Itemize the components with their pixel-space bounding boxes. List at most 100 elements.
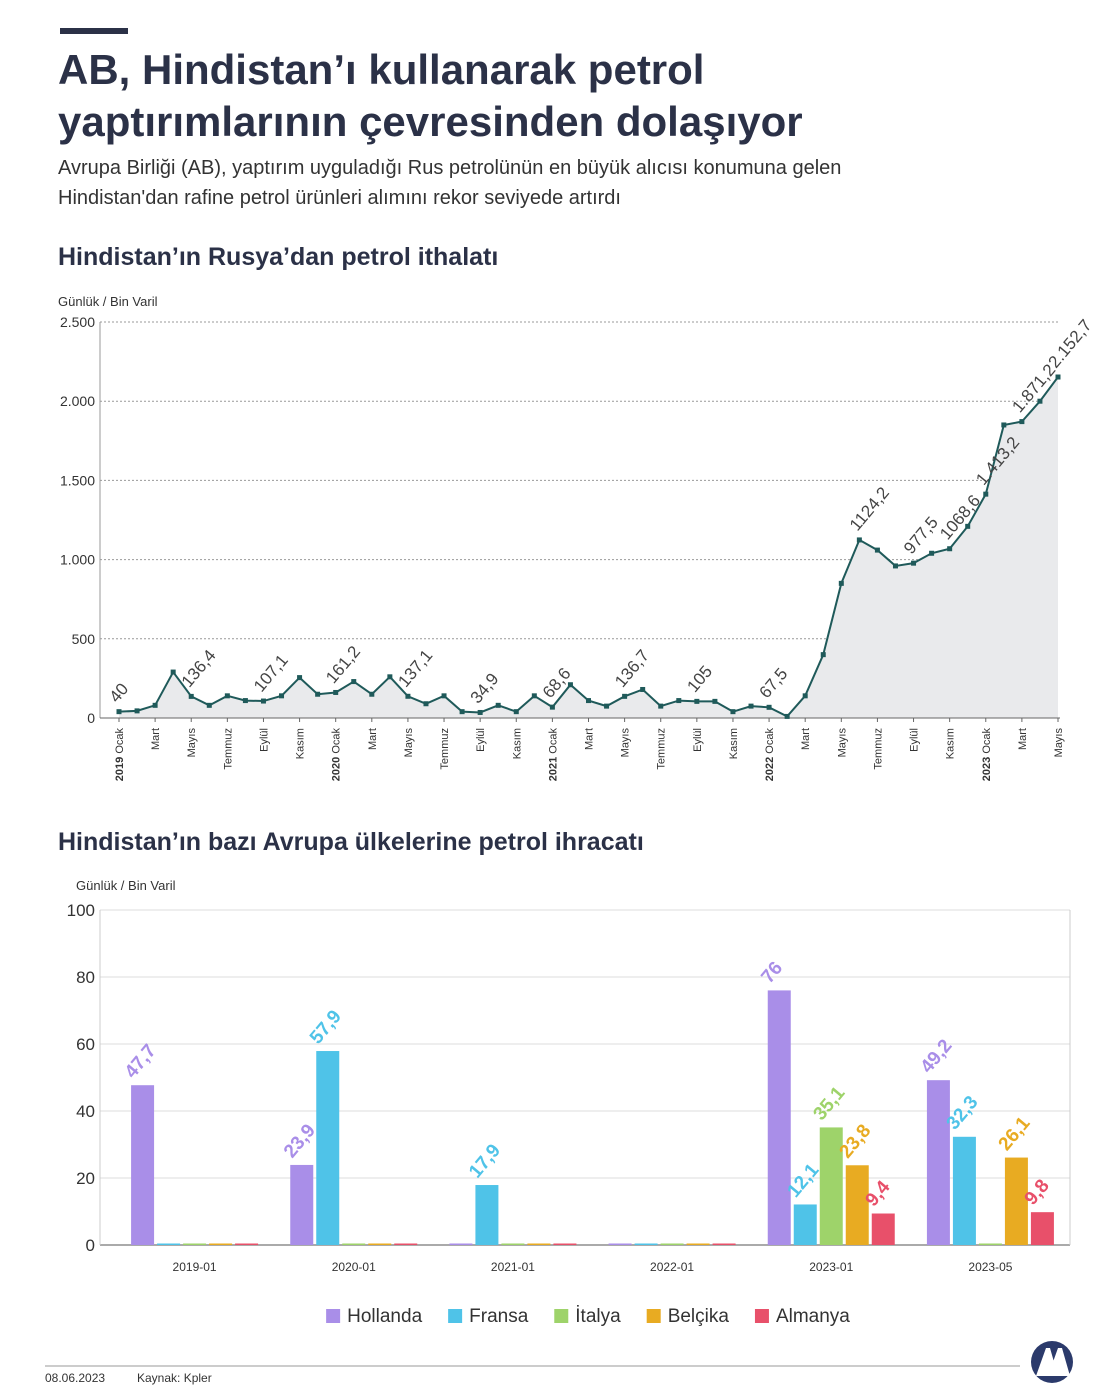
marker bbox=[315, 691, 321, 697]
marker bbox=[116, 709, 122, 715]
y-tick-label: 40 bbox=[76, 1102, 95, 1121]
marker bbox=[279, 693, 285, 699]
marker bbox=[622, 693, 628, 699]
marker bbox=[965, 523, 971, 529]
marker bbox=[748, 703, 754, 709]
bar bbox=[660, 1243, 684, 1245]
bar bbox=[686, 1243, 710, 1245]
bar bbox=[871, 1213, 895, 1245]
marker bbox=[134, 708, 140, 714]
marker bbox=[206, 702, 212, 708]
marker bbox=[170, 669, 176, 675]
marker bbox=[856, 537, 862, 543]
legend-swatch bbox=[646, 1309, 661, 1323]
data-label: 67,5 bbox=[756, 664, 792, 702]
marker bbox=[459, 709, 465, 715]
marker bbox=[513, 709, 519, 715]
marker bbox=[802, 693, 808, 699]
x-tick-label: Temmuz bbox=[439, 728, 451, 770]
y-tick-label: 20 bbox=[76, 1169, 95, 1188]
bar bbox=[527, 1243, 551, 1245]
marker bbox=[152, 702, 158, 708]
marker bbox=[567, 682, 573, 688]
legend-label: Almanya bbox=[776, 1306, 850, 1327]
x-tick-label: Mayıs bbox=[836, 728, 848, 758]
data-label: 47,7 bbox=[121, 1041, 161, 1083]
bar bbox=[819, 1127, 843, 1245]
bar bbox=[209, 1243, 233, 1245]
marker bbox=[712, 698, 718, 704]
marker bbox=[297, 675, 303, 681]
data-label: 161,2 bbox=[322, 642, 364, 687]
x-tick-label: 2023-01 bbox=[809, 1260, 853, 1274]
marker bbox=[911, 560, 917, 566]
bar bbox=[501, 1243, 525, 1245]
marker bbox=[188, 693, 194, 699]
marker bbox=[423, 701, 429, 707]
marker bbox=[586, 698, 591, 704]
marker bbox=[820, 652, 826, 658]
data-label: 136,7 bbox=[611, 646, 653, 691]
x-tick-label: 2020-01 bbox=[332, 1260, 376, 1274]
marker bbox=[694, 698, 700, 704]
x-tick-label: Mayıs bbox=[620, 728, 632, 758]
legend-label: İtalya bbox=[575, 1306, 621, 1327]
x-tick-label: Kasım bbox=[945, 728, 957, 759]
bar bbox=[157, 1243, 181, 1245]
marker bbox=[658, 703, 664, 709]
data-label: 977,5 bbox=[900, 513, 942, 558]
bar bbox=[394, 1243, 418, 1245]
marker bbox=[640, 686, 646, 692]
data-label: 35,1 bbox=[809, 1082, 849, 1124]
subtitle: Avrupa Birliği (AB), yaptırım uyguladığı… bbox=[58, 157, 842, 209]
marker bbox=[242, 698, 248, 704]
axis-label: Günlük / Bin Varil bbox=[58, 294, 158, 309]
bar bbox=[553, 1243, 577, 1245]
y-tick-label: 100 bbox=[67, 901, 95, 920]
marker bbox=[405, 693, 411, 699]
y-tick-label: 1.500 bbox=[60, 472, 95, 488]
x-tick-label: Temmuz bbox=[656, 728, 668, 770]
date: 08.06.2023 bbox=[45, 1371, 105, 1385]
marker bbox=[730, 709, 736, 715]
source: Kaynak: Kpler bbox=[137, 1371, 212, 1385]
title: AB, Hindistan’ı kullanarak petrol yaptır… bbox=[58, 46, 803, 145]
marker bbox=[874, 547, 880, 553]
bar bbox=[1004, 1157, 1028, 1245]
data-label: 17,9 bbox=[465, 1140, 505, 1182]
data-label: 107,1 bbox=[250, 651, 292, 696]
data-label: 76 bbox=[757, 958, 787, 988]
marker bbox=[224, 693, 230, 699]
marker bbox=[1055, 374, 1061, 380]
data-label: 57,9 bbox=[306, 1006, 346, 1048]
marker bbox=[351, 679, 357, 685]
marker bbox=[531, 693, 537, 699]
data-label: 23,9 bbox=[280, 1120, 320, 1162]
axis-label: Günlük / Bin Varil bbox=[76, 878, 176, 893]
y-tick-label: 1.000 bbox=[60, 552, 95, 568]
legend-label: Belçika bbox=[668, 1306, 730, 1327]
legend: Hollanda Fransa İtalya Belçika Almanya bbox=[326, 1306, 850, 1327]
marker bbox=[929, 550, 935, 556]
bar bbox=[845, 1165, 869, 1245]
x-tick-label: Mart bbox=[1017, 728, 1029, 750]
legend-label: Fransa bbox=[469, 1306, 529, 1327]
data-label: 137,1 bbox=[394, 646, 436, 691]
bar bbox=[183, 1243, 207, 1245]
x-tick-label: 2022 Ocak bbox=[764, 728, 776, 782]
data-label: 1124,2 bbox=[846, 483, 893, 534]
y-tick-label: 2.500 bbox=[60, 314, 95, 330]
bar bbox=[449, 1243, 473, 1245]
logo bbox=[1031, 1341, 1073, 1383]
x-tick-label: 2021 Ocak bbox=[547, 728, 559, 782]
x-tick-label: Mart bbox=[800, 728, 812, 750]
y-tick-label: 0 bbox=[86, 1236, 95, 1255]
marker bbox=[387, 674, 393, 680]
marker bbox=[477, 709, 483, 715]
marker bbox=[784, 713, 790, 719]
x-tick-label: 2021-01 bbox=[491, 1260, 535, 1274]
x-tick-label: Temmuz bbox=[872, 728, 884, 770]
bar bbox=[712, 1243, 736, 1245]
